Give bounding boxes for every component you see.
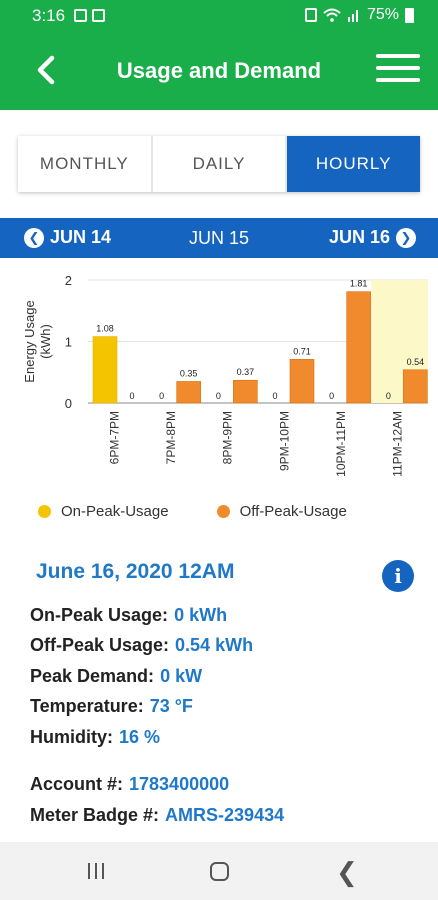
detail-label: Humidity: [30, 726, 113, 747]
x-tick-label: 8PM-9PM [221, 411, 235, 464]
data-label: 0.54 [407, 357, 425, 367]
detail-value: 0 kWh [174, 604, 228, 625]
data-label: 0.35 [180, 368, 198, 378]
legend-on-peak-label: On-Peak-Usage [61, 503, 169, 520]
data-label: 0 [386, 391, 391, 401]
bar-off-peak [289, 359, 315, 404]
detail-label: Account #: [30, 774, 124, 795]
page-title: Usage and Demand [116, 58, 322, 83]
system-back-button[interactable]: ❮ [336, 857, 358, 887]
back-button[interactable] [30, 52, 66, 88]
bar-off-peak [233, 379, 258, 404]
prev-date-label: JUN 14 [50, 227, 112, 247]
details-panel: On-Peak Usage: 0 kWh Off-Peak Usage: 0.5… [30, 600, 284, 831]
off-peak-dot [216, 505, 230, 518]
account-number: 1783400000 [129, 774, 230, 795]
data-label: 0.37 [237, 367, 255, 377]
detail-label: Meter Badge #: [30, 804, 160, 825]
detail-row-account: Account #: 1783400000 [30, 770, 284, 801]
x-tick-label: 11PM-12AM [391, 411, 405, 477]
home-button[interactable] [210, 862, 229, 881]
circle-right-arrow-icon: ❯ [396, 227, 416, 248]
battery-icon [405, 7, 414, 23]
data-label: 0 [159, 391, 164, 401]
bar-off-peak [403, 369, 428, 404]
detail-row-humidity: Humidity: 16 % [30, 722, 284, 753]
current-date-label: JUN 15 [188, 228, 250, 248]
bar-off-peak [346, 291, 371, 404]
next-date-label: JUN 16 [328, 227, 390, 247]
tab-hourly[interactable]: HOURLY [287, 136, 421, 192]
hamburger-menu-icon [376, 54, 420, 58]
back-arrow-icon [37, 55, 55, 85]
detail-title: June 16, 2020 12AM [36, 560, 235, 583]
prev-date-button[interactable]: ❮ JUN 14 [24, 227, 111, 248]
detail-value: 0 kW [160, 665, 203, 686]
data-label: 1.81 [350, 279, 368, 289]
tab-daily[interactable]: DAILY [153, 136, 288, 192]
y-tick-label: 0 [65, 396, 72, 411]
status-time: 3:16 [32, 6, 66, 25]
detail-label: Off-Peak Usage: [30, 635, 170, 656]
detail-value: 16 % [119, 726, 161, 747]
x-tick-label: 7PM-8PM [164, 411, 178, 464]
usage-chart: 1.08 0 0 0.35 0 0.37 0 0.71 0 1.81 0 0.54 0 1 2 Energy… [22, 273, 428, 477]
y-axis-label: Energy Usage [22, 300, 37, 382]
data-label: 0.71 [293, 346, 311, 356]
x-tick-label: 10PM-11PM [334, 411, 348, 477]
bar-on-peak [92, 336, 118, 404]
meter-badge: AMRS-239434 [165, 804, 285, 825]
data-label: 0 [272, 391, 277, 401]
detail-row-temperature: Temperature: 73 °F [30, 692, 284, 723]
circle-left-arrow-icon: ❮ [24, 227, 44, 248]
detail-label: Peak Demand: [30, 665, 155, 686]
system-nav-bar: ❮ [0, 842, 438, 900]
y-axis-label-unit: (kWh) [38, 324, 53, 359]
legend-on-peak: On-Peak-Usage [38, 503, 169, 520]
detail-label: Temperature: [30, 696, 144, 717]
detail-label: On-Peak Usage: [30, 604, 169, 625]
app-notification-icon [92, 9, 105, 22]
tab-monthly[interactable]: MONTHLY [18, 136, 153, 192]
battery-percent: 75% [366, 6, 399, 23]
next-date-button[interactable]: JUN 16 ❯ [329, 227, 416, 248]
status-right: 75% [304, 6, 414, 24]
wifi-icon [323, 8, 341, 22]
notification-icons [74, 9, 105, 22]
recent-apps-button[interactable] [88, 863, 104, 879]
date-navigation: ❮ JUN 14 JUN 15 JUN 16 ❯ [0, 218, 438, 258]
menu-button[interactable] [376, 54, 420, 86]
status-bar: 3:16 75% [0, 0, 438, 32]
data-label: 0 [329, 391, 334, 401]
y-tick-label: 1 [65, 335, 72, 350]
signal-icon [347, 10, 358, 22]
data-label: 1.08 [96, 324, 114, 334]
detail-row-meter: Meter Badge #: AMRS-239434 [30, 800, 284, 831]
bar-off-peak [176, 381, 201, 404]
chart-legend: On-Peak-Usage Off-Peak-Usage [38, 503, 347, 520]
info-button[interactable]: i [382, 560, 414, 592]
info-icon: i [394, 564, 402, 588]
x-tick-label: 9PM-10PM [277, 411, 291, 471]
x-tick-label: 6PM-7PM [107, 411, 121, 464]
period-tabs: MONTHLY DAILY HOURLY [18, 136, 421, 192]
detail-value: 73 °F [149, 696, 193, 717]
sim-icon [304, 8, 317, 22]
detail-value: 0.54 kWh [175, 635, 254, 656]
detail-row-off-peak: Off-Peak Usage: 0.54 kWh [30, 631, 284, 662]
legend-off-peak: Off-Peak-Usage [216, 503, 347, 520]
on-peak-dot [38, 505, 51, 518]
y-tick-label: 2 [65, 273, 72, 288]
app-header: Usage and Demand [0, 32, 438, 110]
detail-row-on-peak: On-Peak Usage: 0 kWh [30, 600, 284, 631]
data-label: 0 [216, 391, 221, 401]
legend-off-peak-label: Off-Peak-Usage [239, 503, 347, 520]
data-label: 0 [129, 391, 134, 401]
detail-row-peak-demand: Peak Demand: 0 kW [30, 661, 284, 692]
gallery-notification-icon [74, 9, 87, 22]
